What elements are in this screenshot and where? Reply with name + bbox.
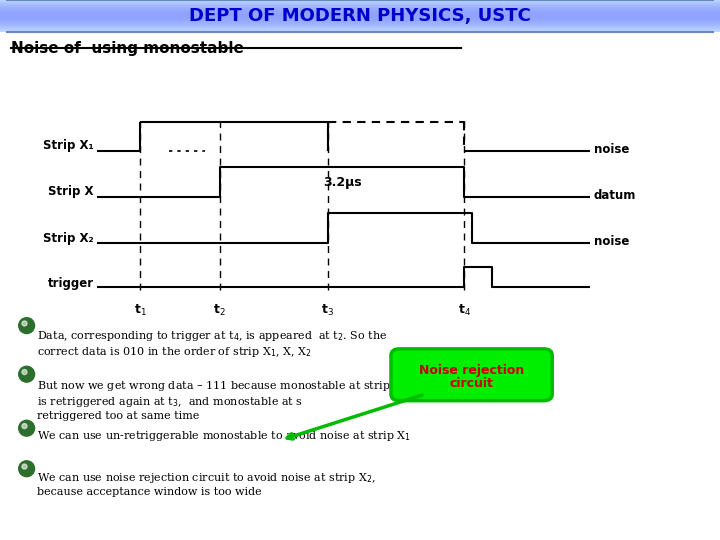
Text: 3.2μs: 3.2μs	[323, 176, 361, 189]
Text: We can use noise rejection circuit to avoid noise at strip X$_2$,
because accept: We can use noise rejection circuit to av…	[37, 471, 377, 497]
Text: t$_1$: t$_1$	[134, 302, 147, 318]
Text: t$_3$: t$_3$	[321, 302, 334, 318]
Text: t$_4$: t$_4$	[458, 302, 471, 318]
Text: Data, corresponding to trigger at t$_4$, is appeared  at t$_2$. So the
correct d: Data, corresponding to trigger at t$_4$,…	[37, 329, 388, 360]
Ellipse shape	[19, 420, 35, 436]
Ellipse shape	[22, 423, 27, 429]
Text: t$_2$: t$_2$	[213, 302, 226, 318]
Ellipse shape	[22, 321, 27, 326]
Text: circuit: circuit	[450, 377, 493, 390]
Text: Strip X₂: Strip X₂	[43, 232, 94, 245]
Text: noise: noise	[594, 235, 629, 248]
Text: Strip X₁: Strip X₁	[43, 139, 94, 152]
Text: But now we get wrong data – 111 because monostable at strip X$_1$
is retriggered: But now we get wrong data – 111 because …	[37, 379, 408, 421]
Text: Noise of  using monostable: Noise of using monostable	[11, 40, 243, 56]
Text: noise: noise	[594, 143, 629, 156]
Ellipse shape	[19, 318, 35, 334]
Text: trigger: trigger	[48, 277, 94, 290]
Ellipse shape	[19, 366, 35, 382]
Text: datum: datum	[594, 189, 636, 202]
Ellipse shape	[19, 461, 35, 477]
Ellipse shape	[22, 369, 27, 375]
FancyBboxPatch shape	[391, 349, 552, 401]
Text: Strip X: Strip X	[48, 185, 94, 198]
Text: Noise rejection: Noise rejection	[419, 363, 524, 376]
Text: DEPT OF MODERN PHYSICS, USTC: DEPT OF MODERN PHYSICS, USTC	[189, 7, 531, 25]
Text: We can use un-retriggerable monostable to avoid noise at strip X$_1$: We can use un-retriggerable monostable t…	[37, 429, 412, 443]
Ellipse shape	[22, 464, 27, 469]
